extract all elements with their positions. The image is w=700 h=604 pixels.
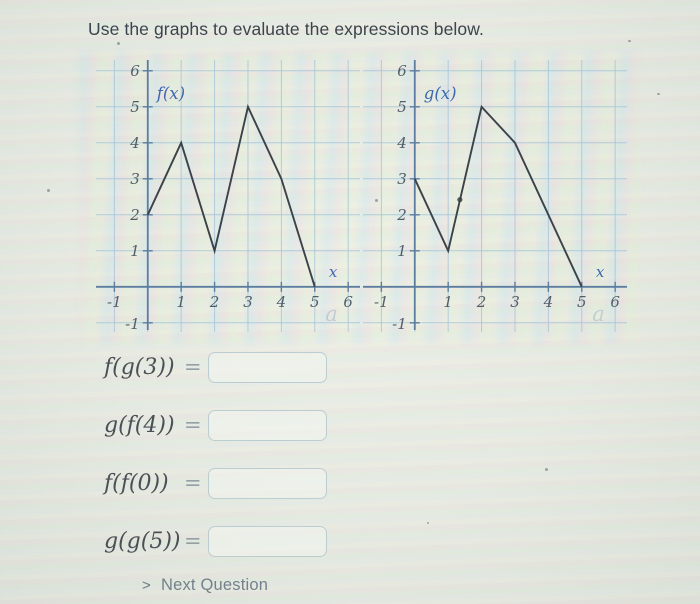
graph-f: -1 1 2 3 4 5 6 1 2 3 4 5 6 -1 f(x) x a [96,60,360,333]
chevron-right-icon: > [142,577,151,594]
answer-input-gg5[interactable] [208,525,327,557]
y-tick-label: 5 [397,98,407,116]
expression-row-fg3: f(g(3)) = [104,350,327,384]
y-tick-label: 3 [130,170,140,188]
function-curve [413,104,583,288]
y-tick-label: 2 [396,206,407,224]
page-title: Use the graphs to evaluate the expressio… [88,19,484,39]
x-tick-label: -1 [374,293,389,311]
equals-sign: = [184,529,202,553]
expression-label-ff0: f(f(0)) [104,470,169,496]
function-label: f(x) [155,84,185,103]
chart-f: -1 1 2 3 4 5 6 1 2 3 4 5 6 -1 f(x) x a [96,60,360,333]
x-tick-label: 4 [276,293,287,311]
x-tick-label: 3 [243,293,253,311]
y-tick-label: 4 [396,134,407,152]
equals-sign: = [184,471,202,495]
x-tick-label: 2 [476,293,487,311]
x-tick-label: -1 [107,293,122,311]
x-tick-label: 6 [610,293,620,311]
graph-g: -1 1 2 3 4 5 6 1 2 3 4 5 6 -1 g(x) x a [363,60,627,333]
graphs-row: -1 1 2 3 4 5 6 1 2 3 4 5 6 -1 f(x) x a -1 1 2 3 4 5 6 1 2 3 4 5 6 -1 g… [96,60,627,333]
y-tick-label: 5 [130,98,140,116]
expression-label-gf4: g(f(4)) [104,412,175,438]
next-question-link[interactable]: > Next Question [142,576,268,595]
watermark-glyph: a [592,302,605,326]
expression-row-ff0: f(f(0)) = [104,466,327,500]
y-tick-label: -1 [125,315,140,332]
y-tick-label: 2 [129,206,140,224]
x-tick-label: 2 [209,293,220,311]
y-tick-label: 6 [397,62,407,80]
x-tick-label: 1 [176,293,186,311]
answer-input-gf4[interactable] [208,409,327,441]
equals-sign: = [184,413,202,437]
x-tick-label: 3 [510,293,520,311]
watermark-glyph: a [325,302,338,326]
chart-g: -1 1 2 3 4 5 6 1 2 3 4 5 6 -1 g(x) x a [363,60,627,333]
x-tick-label: 5 [310,293,320,311]
expression-row-gf4: g(f(4)) = [104,408,327,442]
y-tick-label: 1 [397,242,407,260]
y-tick-label: 6 [130,62,140,80]
expression-row-gg5: g(g(5)) = [104,524,327,558]
ink-speck [457,197,463,203]
expression-label-fg3: f(g(3)) [104,354,175,380]
function-label: g(x) [424,84,457,103]
x-axis-label: x [596,263,605,281]
expression-list: f(g(3)) = g(f(4)) = f(f(0)) = g(g(5)) = [104,350,327,582]
y-tick-label: 1 [130,242,140,260]
x-tick-label: 5 [577,293,587,311]
function-curve [146,103,316,288]
answer-input-fg3[interactable] [208,351,327,383]
next-question-label: Next Question [160,576,269,594]
x-tick-label: 1 [443,293,453,311]
y-tick-label: 4 [129,134,140,152]
x-axis-label: x [329,263,338,281]
answer-input-ff0[interactable] [208,467,327,499]
equals-sign: = [184,355,202,379]
y-tick-label: -1 [392,315,407,332]
x-tick-label: 6 [343,293,353,311]
expression-label-gg5: g(g(5)) [104,528,181,554]
y-tick-label: 3 [397,170,407,188]
x-tick-label: 4 [543,293,554,311]
